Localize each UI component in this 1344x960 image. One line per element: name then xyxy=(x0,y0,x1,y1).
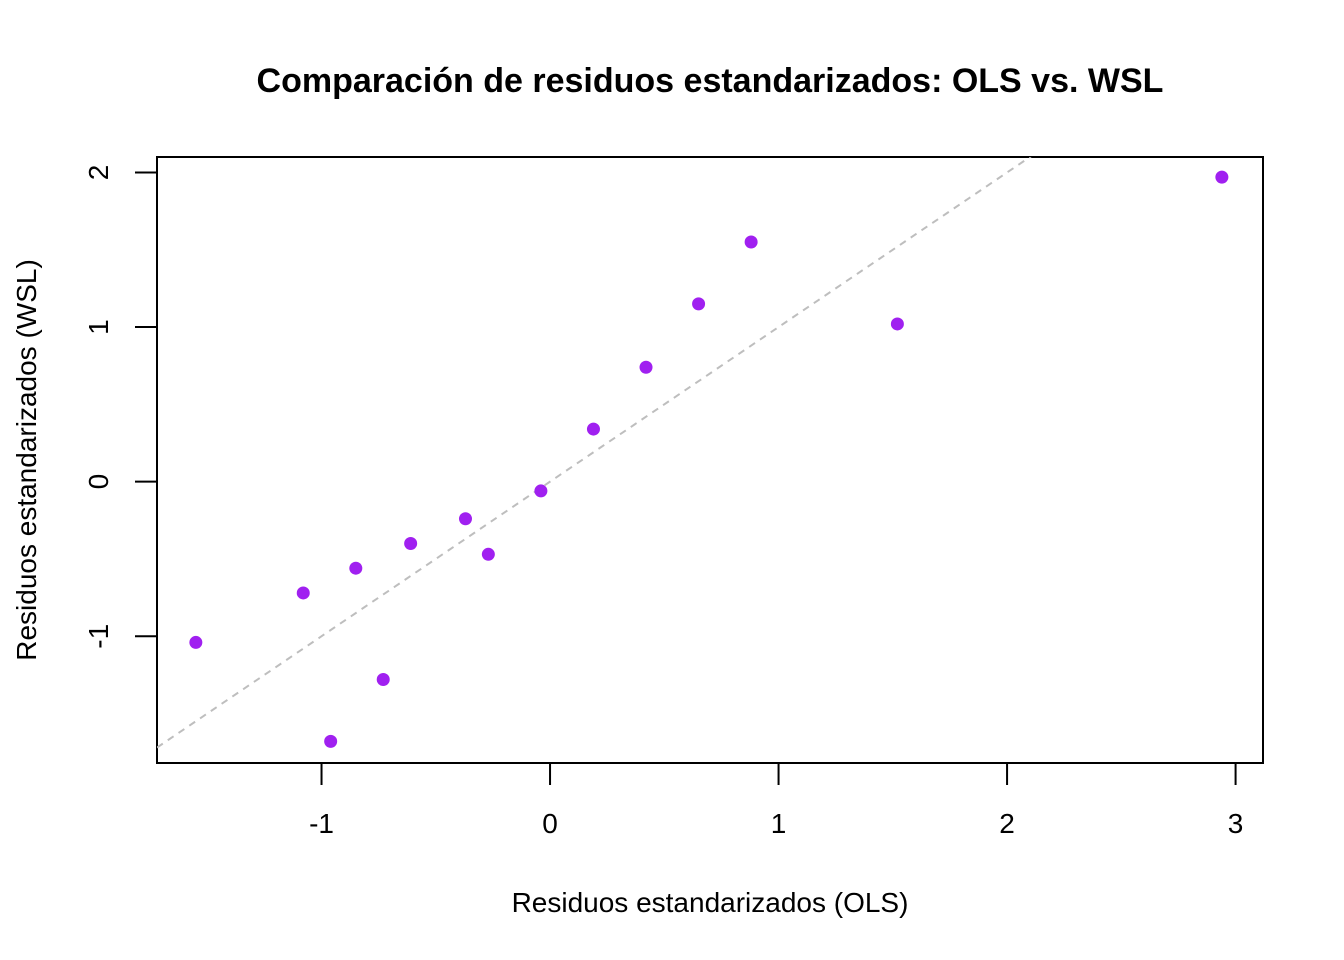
data-point xyxy=(534,484,548,498)
y-axis-label: Residuos estandarizados (WSL) xyxy=(11,259,42,661)
data-point xyxy=(189,635,203,649)
y-tick-label: -1 xyxy=(83,624,114,649)
data-point xyxy=(324,734,338,748)
chart-title: Comparación de residuos estandarizados: … xyxy=(257,62,1164,100)
plot-frame xyxy=(156,156,1264,764)
data-point xyxy=(349,561,363,575)
y-tick-label: 2 xyxy=(83,165,114,181)
x-tick-label: 2 xyxy=(999,808,1015,839)
data-point xyxy=(586,422,600,436)
x-tick-label: -1 xyxy=(309,808,334,839)
data-point xyxy=(458,512,472,526)
data-point xyxy=(1215,170,1229,184)
data-point xyxy=(890,317,904,331)
data-point xyxy=(296,586,310,600)
data-point xyxy=(744,235,758,249)
data-point xyxy=(376,673,390,687)
y-tick-label: 0 xyxy=(83,474,114,490)
reference-line xyxy=(157,157,1032,749)
x-tick-label: 3 xyxy=(1228,808,1244,839)
y-tick-label: 1 xyxy=(83,319,114,335)
data-point xyxy=(692,297,706,311)
data-point xyxy=(481,547,495,561)
x-tick-label: 1 xyxy=(771,808,787,839)
data-point xyxy=(404,536,418,550)
data-point xyxy=(639,360,653,374)
x-axis-label: Residuos estandarizados (OLS) xyxy=(512,887,909,918)
x-tick-label: 0 xyxy=(542,808,558,839)
